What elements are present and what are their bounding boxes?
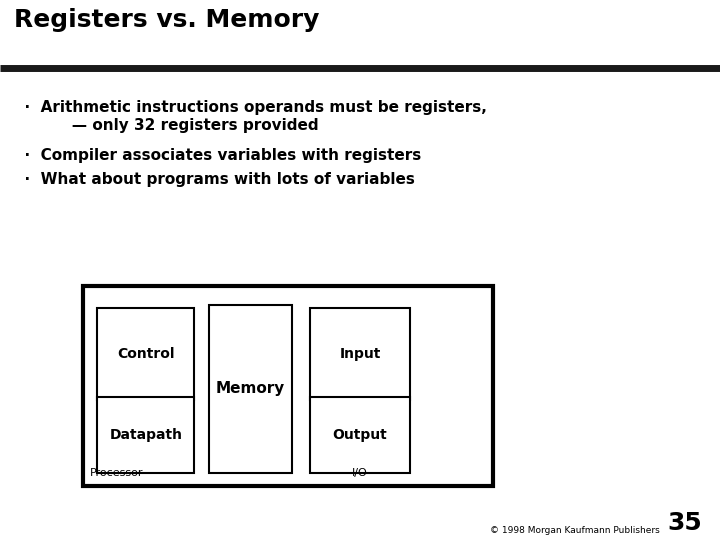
Text: © 1998 Morgan Kaufmann Publishers: © 1998 Morgan Kaufmann Publishers [490,525,660,535]
Text: 35: 35 [667,511,702,535]
Text: Processor: Processor [90,468,143,478]
Bar [310,308,410,400]
Text: Memory: Memory [215,381,285,396]
Bar [310,397,410,472]
Text: Control: Control [117,347,174,361]
Text: ·  Compiler associates variables with registers: · Compiler associates variables with reg… [14,148,422,163]
Text: Output: Output [333,428,387,442]
Bar [97,308,194,400]
Text: I/O: I/O [352,468,368,478]
Bar [97,397,194,472]
Text: Registers vs. Memory: Registers vs. Memory [14,8,320,32]
Text: ·  What about programs with lots of variables: · What about programs with lots of varia… [14,172,415,187]
Bar [209,305,292,472]
Text: — only 32 registers provided: — only 32 registers provided [14,118,319,133]
Text: Datapath: Datapath [109,428,182,442]
Text: ·  Arithmetic instructions operands must be registers,: · Arithmetic instructions operands must … [14,100,487,115]
Text: Input: Input [339,347,381,361]
Bar [83,286,493,486]
